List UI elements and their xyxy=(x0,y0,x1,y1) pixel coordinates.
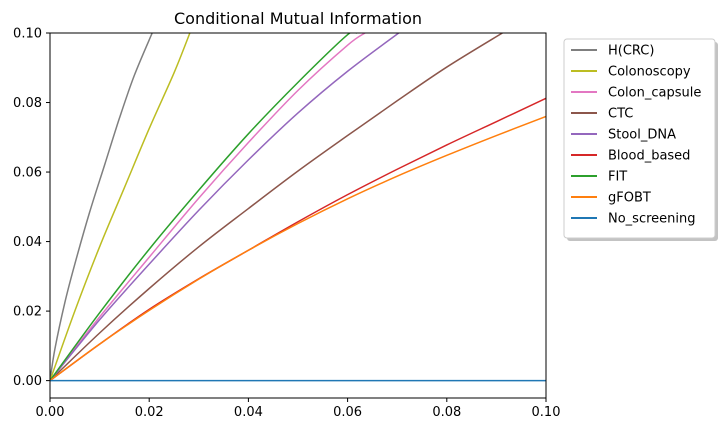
y-tick-label: 0.02 xyxy=(13,305,42,320)
y-tick-label: 0.04 xyxy=(13,235,42,250)
series-line-h-crc xyxy=(50,33,153,381)
chart-title: Conditional Mutual Information xyxy=(174,9,422,28)
legend-label: H(CRC) xyxy=(608,44,654,59)
legend-label: Colon_capsule xyxy=(608,86,701,101)
legend-label: FIT xyxy=(608,170,627,185)
y-tick-label: 0.06 xyxy=(13,166,42,181)
x-tick-label: 0.06 xyxy=(333,405,362,420)
series-layer xyxy=(50,33,546,382)
x-tick-label: 0.04 xyxy=(234,405,263,420)
series-line-colonoscopy xyxy=(50,33,191,381)
legend-label: Stool_DNA xyxy=(608,128,676,143)
legend-label: CTC xyxy=(608,107,633,122)
y-tick-label: 0.10 xyxy=(13,27,42,42)
x-tick-label: 0.02 xyxy=(135,405,164,420)
series-line-blood-based xyxy=(50,97,546,382)
legend-box xyxy=(563,38,716,239)
x-tick-label: 0.08 xyxy=(432,405,461,420)
series-line-ctc xyxy=(50,33,503,382)
plot-frame xyxy=(49,32,547,399)
legend-label: Colonoscopy xyxy=(608,65,691,80)
x-tick-label: 0.10 xyxy=(532,405,561,420)
series-line-colon-capsule xyxy=(50,33,366,382)
series-line-stool-dna xyxy=(50,33,400,382)
legend-label: Blood_based xyxy=(608,149,690,164)
legend: H(CRC) Colonoscopy Colon_capsule CTC Stool_D… xyxy=(563,38,718,241)
ticks-layer: 0.00 0.02 0.04 0.06 0.08 0.10 0.00 0.02 0.04 0.06… xyxy=(13,27,560,421)
y-tick-label: 0.08 xyxy=(13,96,42,111)
series-line-gfobt xyxy=(50,115,546,382)
legend-label: gFOBT xyxy=(608,191,651,206)
legend-label: No_screening xyxy=(608,212,696,227)
series-line-fit xyxy=(50,33,357,382)
y-tick-label: 0.00 xyxy=(13,374,42,389)
x-tick-label: 0.00 xyxy=(36,405,65,420)
